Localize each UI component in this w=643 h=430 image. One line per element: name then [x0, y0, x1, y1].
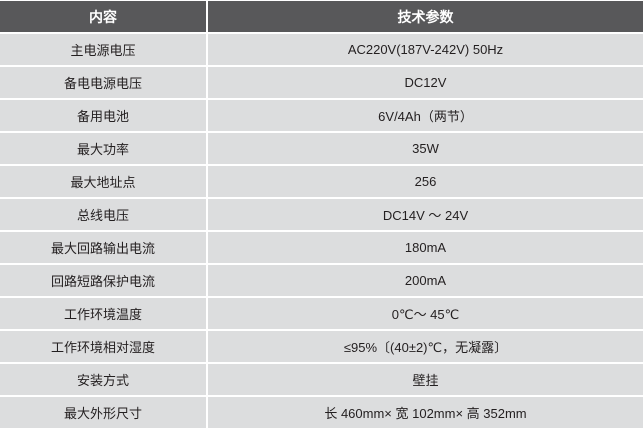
row-item: 最大外形尺寸 [0, 395, 208, 430]
row-item: 最大功率 [0, 131, 208, 166]
header-content: 内容 [0, 1, 208, 34]
row-item: 工作环境温度 [0, 296, 208, 331]
table-row: 最大回路输出电流 180mA [0, 230, 643, 265]
header-parameters: 技术参数 [207, 1, 643, 34]
table-row: 主电源电压 AC220V(187V-242V) 50Hz [0, 32, 643, 67]
row-item: 安装方式 [0, 362, 208, 397]
table-row: 总线电压 DC14V ～ 24V [0, 197, 643, 232]
table-row: 工作环境温度 0℃～ 45℃ [0, 296, 643, 331]
row-value: 256 [207, 164, 643, 199]
row-value: 长 460mm× 宽 102mm× 高 352mm [207, 395, 643, 430]
row-item: 工作环境相对湿度 [0, 329, 208, 364]
table-row: 工作环境相对湿度 ≤95%〔(40±2)℃，无凝露〕 [0, 329, 643, 364]
row-value: 180mA [207, 230, 643, 265]
table-row: 备用电池 6V/4Ah（两节） [0, 98, 643, 133]
table-row: 备电电源电压 DC12V [0, 65, 643, 100]
table-header: 内容 技术参数 [0, 1, 643, 34]
table-row: 最大地址点 256 [0, 164, 643, 199]
row-value: DC12V [207, 65, 643, 100]
row-item: 回路短路保护电流 [0, 263, 208, 298]
row-item: 备用电池 [0, 98, 208, 133]
row-value: 35W [207, 131, 643, 166]
row-value: AC220V(187V-242V) 50Hz [207, 32, 643, 67]
row-item: 最大回路输出电流 [0, 230, 208, 265]
table-row: 最大外形尺寸长 460mm× 宽 102mm× 高 352mm [0, 395, 643, 430]
row-value: 壁挂 [207, 362, 643, 397]
row-item: 备电电源电压 [0, 65, 208, 100]
row-item: 总线电压 [0, 197, 208, 232]
row-value: ≤95%〔(40±2)℃，无凝露〕 [207, 329, 643, 364]
row-value: 0℃～ 45℃ [207, 296, 643, 331]
row-value: DC14V ～ 24V [207, 197, 643, 232]
table-row: 回路短路保护电流 200mA [0, 263, 643, 298]
table-row: 安装方式 壁挂 [0, 362, 643, 397]
row-value: 200mA [207, 263, 643, 298]
row-item: 主电源电压 [0, 32, 208, 67]
row-item: 最大地址点 [0, 164, 208, 199]
table-row: 最大功率 35W [0, 131, 643, 166]
row-value: 6V/4Ah（两节） [207, 98, 643, 133]
